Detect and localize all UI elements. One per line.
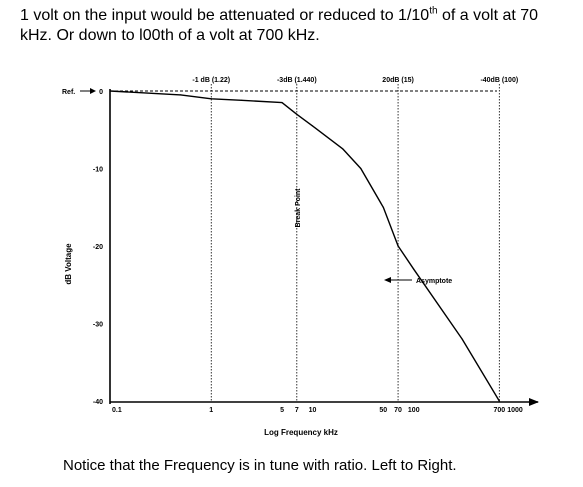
y-tick-label: -10: [93, 167, 103, 174]
asymptote-label: Asymptote: [416, 278, 452, 285]
axes-layer: [109, 89, 539, 406]
x-tick-label: 5: [280, 407, 284, 414]
data-point: [296, 113, 298, 115]
x-tick-label: 100: [408, 407, 420, 414]
x-tick-label: 0.1: [112, 407, 122, 414]
data-point: [210, 98, 212, 100]
y-tick-label: 0: [99, 89, 103, 96]
x-tick-label: 700: [493, 407, 505, 414]
marker-lines-layer: [110, 84, 500, 402]
intro-paragraph: 1 volt on the input would be attenuated …: [20, 6, 565, 46]
intro-superscript: th: [429, 5, 438, 17]
marker-label: -40dB (100): [480, 77, 518, 84]
data-point: [241, 99, 243, 101]
x-tick-label: 10: [309, 407, 317, 414]
intro-text-a: 1 volt on the input would be attenuated …: [20, 7, 430, 24]
intro-text-b: of a volt at 70 kHz. Or down to l00th of…: [20, 7, 539, 44]
data-point: [498, 400, 500, 402]
data-point: [382, 206, 384, 208]
ref-arrow-head: [90, 88, 96, 94]
data-point: [342, 148, 344, 150]
data-point: [413, 268, 415, 270]
y-axis-title: dB Voltage: [64, 243, 73, 285]
footer-caption: Notice that the Frequency is in tune wit…: [63, 457, 457, 474]
series-layer: [109, 90, 500, 402]
data-point: [360, 167, 362, 170]
data-point: [281, 102, 283, 104]
x-axis-title: Log Frequency kHz: [264, 428, 338, 437]
response-curve-line: [109, 90, 500, 402]
y-tick-label: -20: [93, 244, 103, 251]
data-point: [461, 338, 463, 340]
ref-label: Ref.: [62, 89, 75, 96]
break-point-label: Break Point: [295, 188, 302, 228]
marker-label: -1 dB (1.22): [192, 77, 230, 84]
y-tick-label: -40: [93, 399, 103, 406]
y-tick-label: -30: [93, 322, 103, 329]
x-tick-label: 1: [209, 407, 213, 414]
x-tick-label: 1000: [507, 407, 523, 414]
data-point: [180, 94, 182, 96]
x-axis-arrowhead: [529, 398, 539, 406]
x-tick-label: 70: [394, 407, 402, 414]
asymptote-arrow-head: [384, 277, 391, 283]
data-point: [109, 90, 111, 92]
marker-label: -3dB (1.440): [277, 77, 317, 84]
labels-layer: Ref. 0 -10 -20 -30 -40 0.1 1 5 7 10 50 70 100 700 1000 -…: [62, 77, 523, 437]
x-tick-label: 50: [379, 407, 387, 414]
data-point: [397, 245, 399, 247]
marker-label: 20dB (15): [382, 77, 414, 84]
x-tick-label: 7: [295, 407, 299, 414]
data-point: [311, 125, 314, 127]
